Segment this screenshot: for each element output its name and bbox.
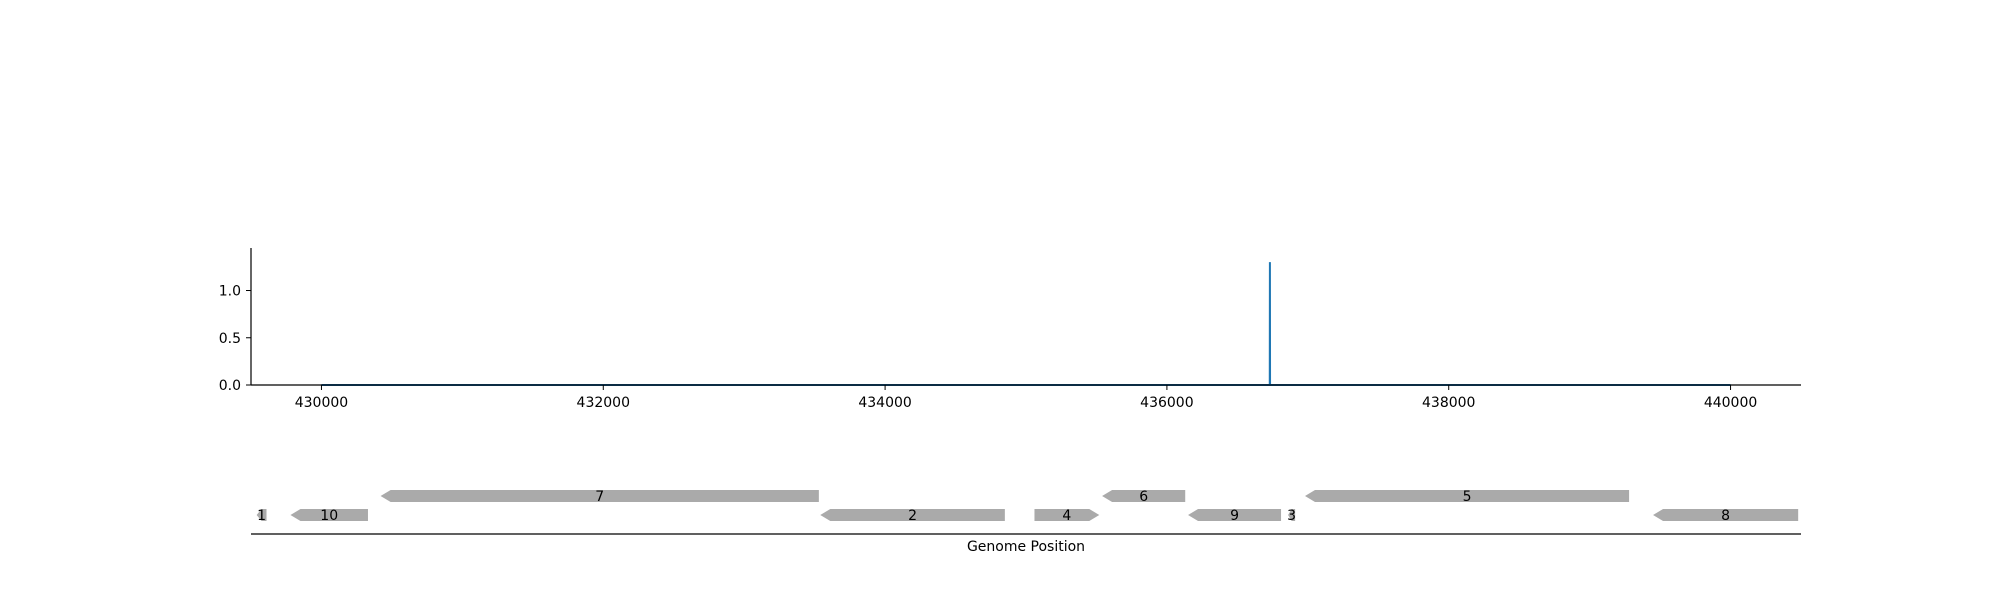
gene-arrow-1 (256, 509, 267, 521)
gene-arrow-10 (290, 509, 368, 521)
y-tick-label: 1.0 (219, 284, 241, 300)
gene-label-3: 3 (1287, 508, 1296, 524)
gene-track: 1 10 7 2 4 6 9 3 5 8 Genome Position (251, 489, 1801, 555)
gene-track-xlabel: Genome Position (967, 539, 1085, 555)
x-tick-label: 432000 (577, 395, 630, 411)
gene-arrow-2 (820, 509, 1005, 521)
gene-label-7: 7 (595, 489, 604, 505)
gene-label-1: 1 (257, 508, 266, 524)
gene-arrow-3 (1288, 509, 1296, 521)
gene-label-8: 8 (1721, 508, 1730, 524)
y-ticks: 0.0 0.5 1.0 (219, 284, 251, 394)
gene-arrow-8 (1653, 509, 1799, 521)
gene-arrow-6 (1102, 490, 1186, 502)
x-ticks: 430000 432000 434000 436000 438000 440000 (295, 385, 1757, 411)
x-tick-label: 436000 (1140, 395, 1193, 411)
gene-label-9: 9 (1230, 508, 1239, 524)
coverage-line (321, 262, 1731, 386)
gene-arrow-9 (1188, 509, 1282, 521)
x-tick-label: 438000 (1422, 395, 1475, 411)
coverage-series (321, 262, 1731, 386)
y-tick-label: 0.0 (219, 378, 241, 394)
gene-label-4: 4 (1062, 508, 1071, 524)
gene-label-6: 6 (1139, 489, 1148, 505)
gene-arrow-4 (1034, 509, 1100, 521)
gene-arrow-5 (1305, 490, 1630, 502)
gene-arrow-7 (380, 490, 819, 502)
coverage-plot: 0.0 0.5 1.0 430000 432000 434000 436000 438000… (219, 248, 1801, 411)
y-tick-label: 0.5 (219, 331, 241, 347)
gene-label-5: 5 (1463, 489, 1472, 505)
gene-arrows: 1 10 7 2 4 6 9 3 5 8 (256, 489, 1799, 524)
gene-label-10: 10 (320, 508, 338, 524)
x-tick-label: 440000 (1704, 395, 1757, 411)
x-tick-label: 434000 (858, 395, 911, 411)
gene-label-2: 2 (908, 508, 917, 524)
x-tick-label: 430000 (295, 395, 348, 411)
